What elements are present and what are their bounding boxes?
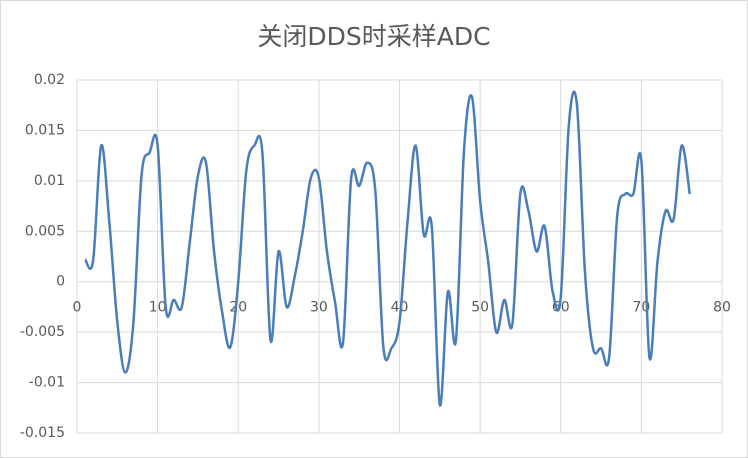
- x-tick-label: 0: [73, 300, 82, 316]
- y-tick-label: -0.01: [29, 375, 65, 391]
- x-tick-label: 50: [471, 300, 489, 316]
- data-line: [83, 90, 691, 407]
- x-tick-label: 80: [713, 300, 731, 316]
- x-tick-label: 30: [310, 300, 328, 316]
- y-tick-label: 0: [56, 274, 65, 290]
- y-tick-label: 0.015: [25, 122, 65, 138]
- y-tick-label: 0.005: [25, 223, 65, 239]
- x-tick-label: 20: [229, 300, 247, 316]
- y-tick-label: -0.005: [20, 324, 65, 340]
- x-tick-label: 10: [149, 300, 167, 316]
- y-tick-label: 0.01: [34, 173, 65, 189]
- x-tick-label: 40: [391, 300, 409, 316]
- chart-title: 关闭DDS时采样ADC: [257, 22, 490, 51]
- y-tick-label: 0.02: [34, 72, 65, 88]
- y-tick-label: -0.015: [20, 425, 65, 441]
